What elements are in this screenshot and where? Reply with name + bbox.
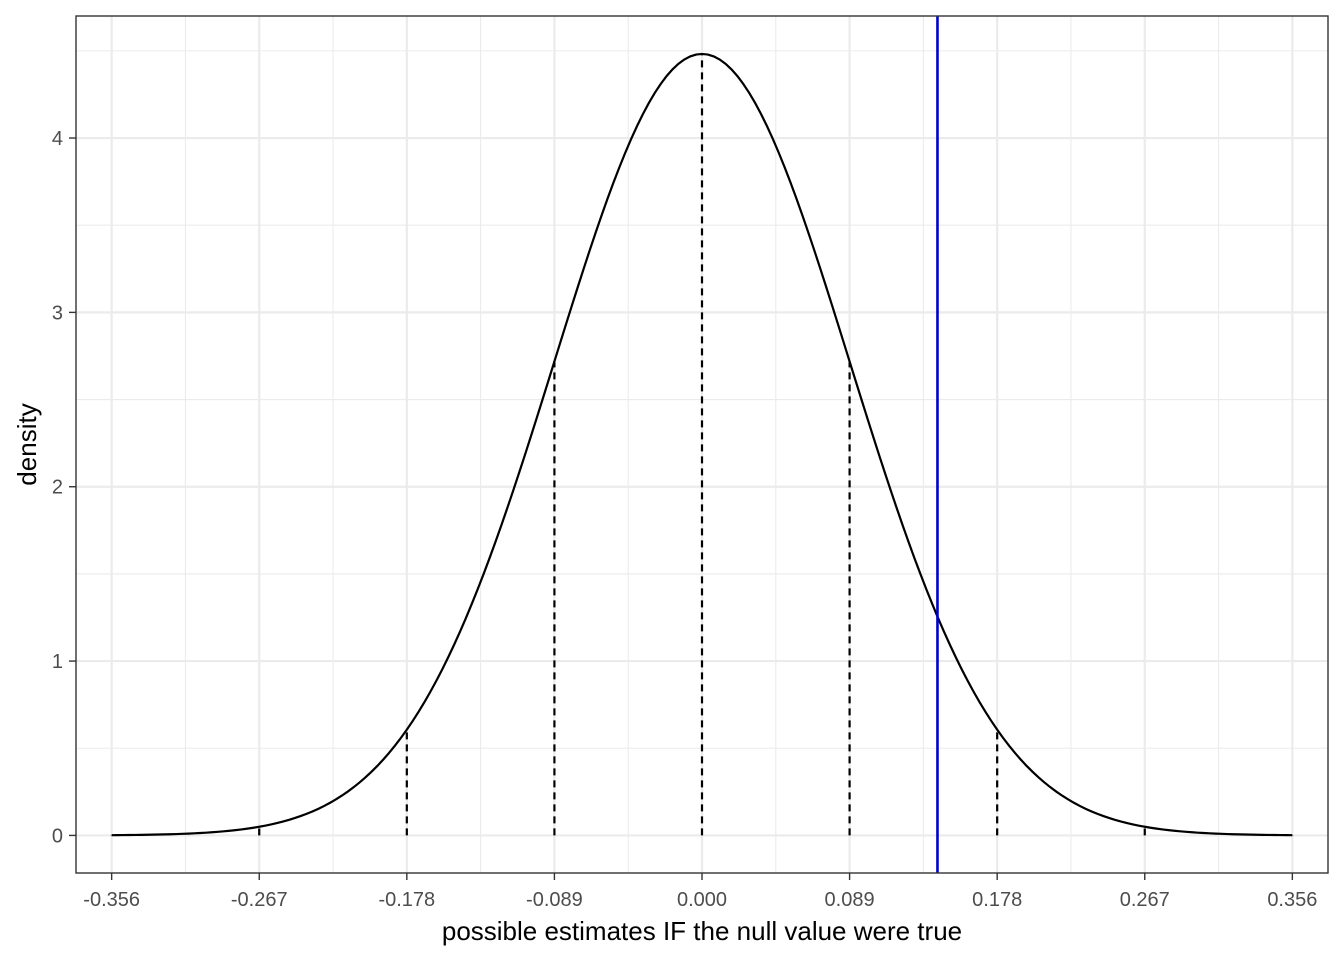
y-tick-label: 1 bbox=[52, 651, 63, 673]
y-tick-label: 2 bbox=[52, 477, 63, 499]
y-tick-label: 3 bbox=[52, 302, 63, 324]
x-tick-label: -0.089 bbox=[526, 889, 583, 911]
y-tick-label: 0 bbox=[52, 825, 63, 847]
sd-reference-lines bbox=[110, 53, 1294, 836]
x-tick-label: 0.089 bbox=[825, 889, 875, 911]
x-tick-label: 0.356 bbox=[1267, 889, 1317, 911]
density-curve bbox=[111, 52, 1293, 837]
x-tick-label: -0.356 bbox=[83, 889, 140, 911]
x-tick-label: 0.000 bbox=[677, 889, 727, 911]
x-axis-title: possible estimates IF the null value wer… bbox=[442, 916, 962, 946]
x-tick-label: -0.178 bbox=[378, 889, 435, 911]
y-axis-title: density bbox=[12, 403, 42, 485]
y-axis-ticks: 0 1 2 3 4 bbox=[52, 128, 76, 847]
x-tick-label: 0.267 bbox=[1120, 889, 1170, 911]
y-tick-label: 4 bbox=[52, 128, 63, 150]
x-axis-ticks: -0.356 -0.267 -0.178 -0.089 0.000 0.089 0.178 0… bbox=[83, 873, 1317, 911]
x-tick-label: -0.267 bbox=[231, 889, 288, 911]
x-tick-label: 0.178 bbox=[972, 889, 1022, 911]
